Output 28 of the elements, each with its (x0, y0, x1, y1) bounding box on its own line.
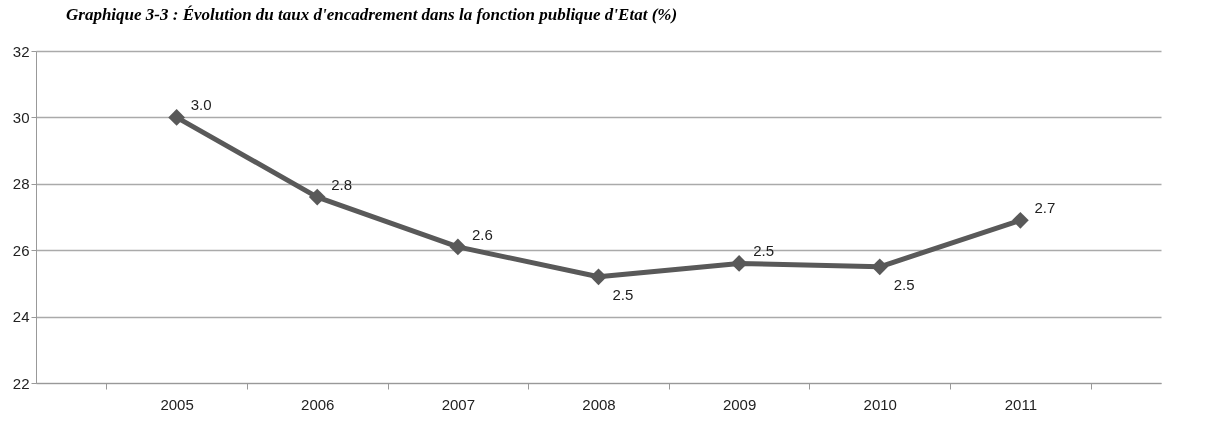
y-tick-label: 26 (12, 241, 30, 259)
annotation: 2.5 (893, 275, 915, 293)
point (730, 255, 748, 272)
point (1012, 211, 1029, 229)
annotation: 3.0 (190, 96, 212, 114)
x-tick-label: 2005 (160, 395, 194, 413)
y-tick-label: 32 (12, 42, 30, 60)
point (590, 268, 607, 286)
x-tick-label: 2011 (1004, 395, 1038, 413)
x-tick-label: 2008 (582, 395, 616, 413)
y-tick-label: 28 (12, 175, 30, 193)
x-tick-label: 2009 (722, 395, 757, 413)
x-tick-label: 2007 (441, 395, 476, 413)
point (449, 238, 467, 256)
annotation: 2.8 (331, 176, 353, 194)
y-tick-label: 22 (12, 374, 30, 392)
annotation: 2.7 (1034, 199, 1056, 217)
annotation: 2.5 (753, 242, 774, 260)
chart-title: Graphique 3-3 : Évolution du taux d'encadrement dans la fonction publique d'Etat (%) (66, 5, 678, 24)
point (308, 188, 326, 206)
x-tick-label: 2010 (863, 395, 897, 413)
point (871, 258, 889, 276)
annotation: 2.5 (612, 285, 634, 303)
x-tick-label: 2006 (301, 395, 335, 413)
annotation: 2.6 (471, 225, 493, 243)
point (168, 109, 185, 126)
y-tick-label: 24 (12, 308, 30, 326)
y-tick-label: 30 (12, 108, 30, 126)
